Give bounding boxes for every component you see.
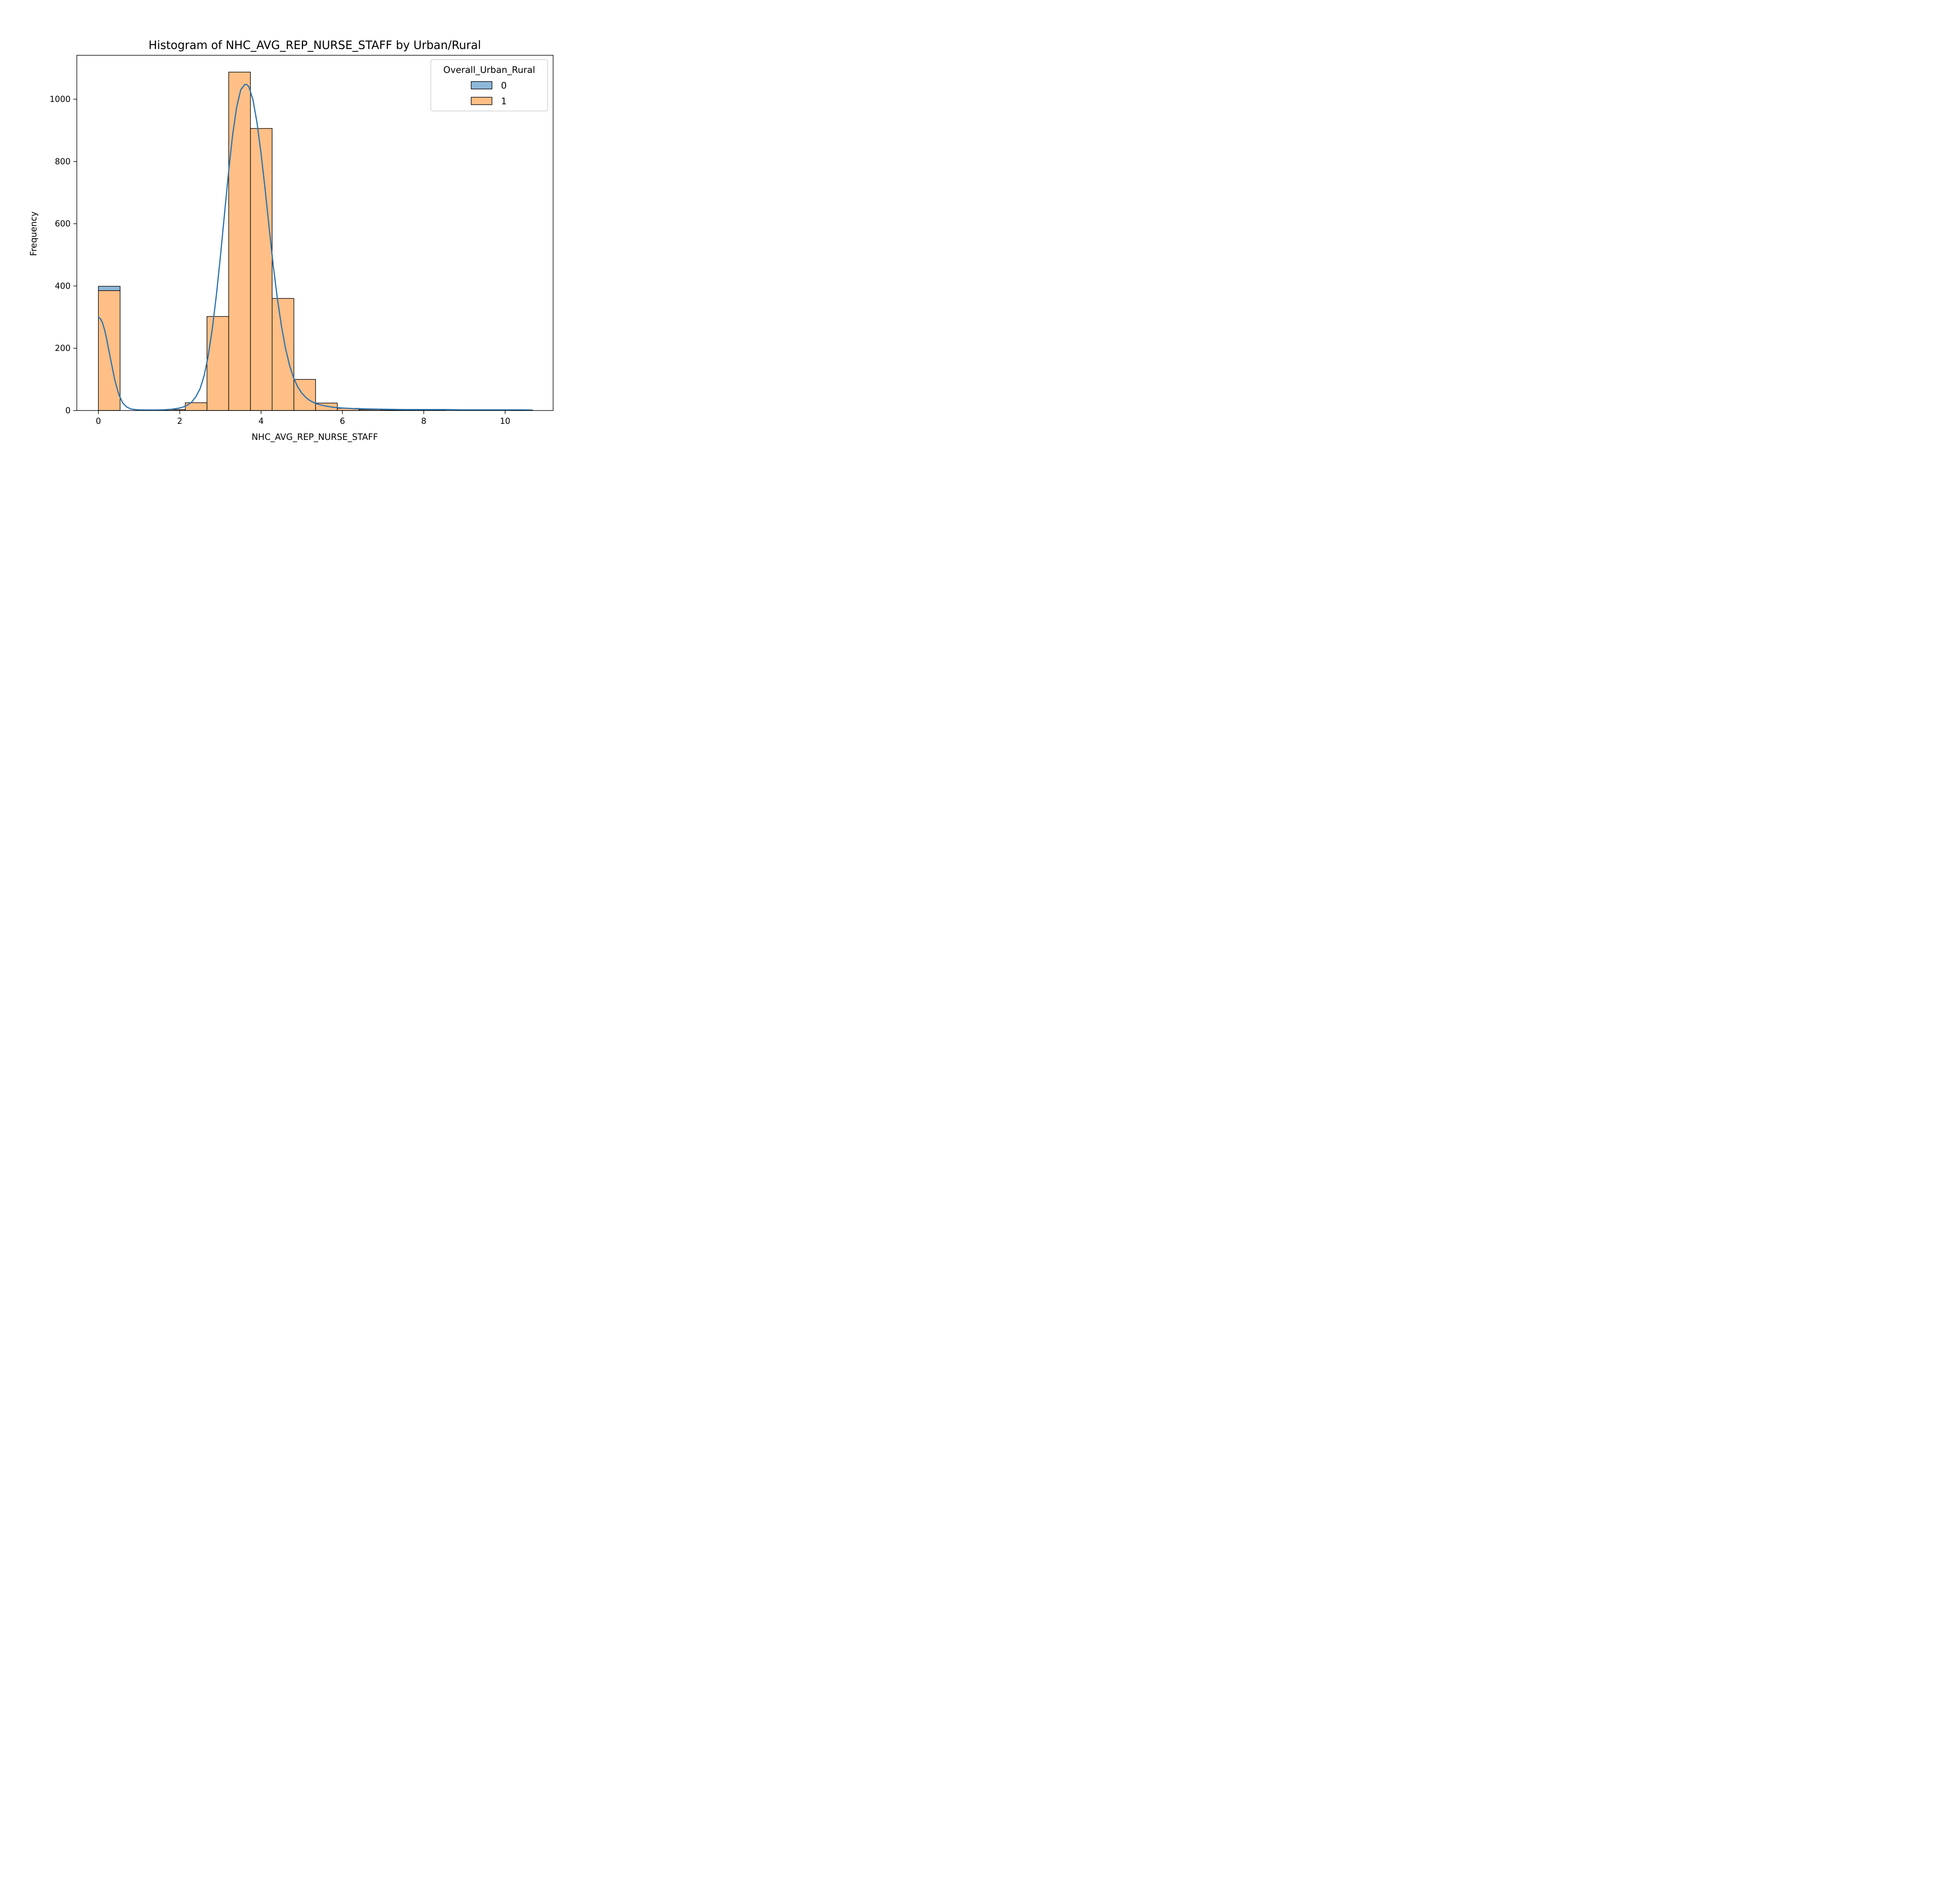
kde-curve (98, 84, 532, 411)
histogram-bars (98, 72, 533, 411)
y-tick-label: 200 (55, 343, 71, 353)
legend-entry-0: 0 (501, 81, 507, 91)
y-axis-label: Frequency (29, 211, 39, 256)
x-tick-label: 8 (421, 416, 426, 426)
x-tick-label: 10 (500, 416, 510, 426)
chart: Histogram of NHC_AVG_REP_NURSE_STAFF by … (0, 0, 606, 455)
legend-title: Overall_Urban_Rural (443, 65, 535, 75)
legend-swatch-1 (471, 97, 492, 105)
y-tick-label: 800 (55, 157, 71, 166)
bar-series-1-bin-7 (250, 128, 272, 411)
bar-series-1-bin-6 (228, 72, 251, 411)
y-tick-label: 400 (55, 281, 71, 291)
bar-series-1-bin-8 (272, 298, 294, 411)
plot-frame (76, 55, 554, 411)
x-tick-label: 0 (96, 416, 101, 426)
y-axis-ticks: 0 200 400 600 800 1000 (50, 94, 77, 415)
bar-series-1-bin-5 (207, 316, 229, 411)
legend-entry-1: 1 (501, 96, 507, 107)
x-tick-label: 4 (258, 416, 263, 426)
legend-swatch-0 (471, 81, 492, 89)
x-tick-label: 2 (177, 416, 182, 426)
y-tick-label: 0 (65, 406, 71, 415)
bar-series-1-bin-9 (293, 379, 316, 411)
x-tick-label: 6 (340, 416, 345, 426)
y-tick-label: 600 (55, 219, 71, 229)
bar-series-0-bin-0 (98, 286, 121, 291)
y-tick-label: 1000 (50, 94, 71, 104)
legend: Overall_Urban_Rural 0 1 (430, 59, 548, 111)
x-axis-ticks: 0 2 4 6 8 10 (96, 411, 510, 426)
chart-title: Histogram of NHC_AVG_REP_NURSE_STAFF by … (149, 38, 481, 52)
x-axis-label: NHC_AVG_REP_NURSE_STAFF (252, 432, 378, 442)
